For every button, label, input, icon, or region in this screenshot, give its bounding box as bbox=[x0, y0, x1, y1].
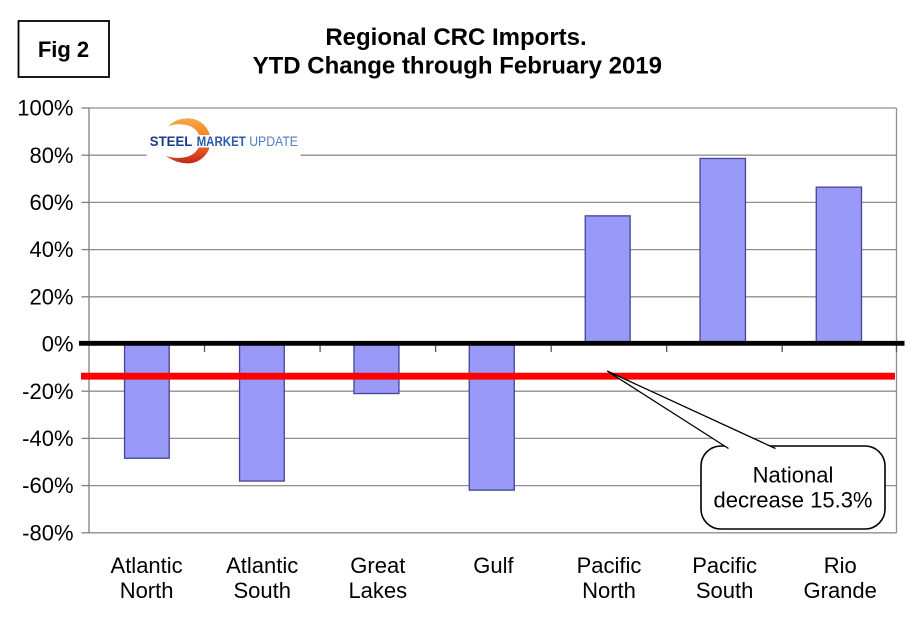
svg-text:Atlantic: Atlantic bbox=[111, 553, 183, 578]
svg-text:80%: 80% bbox=[29, 143, 73, 168]
svg-text:20%: 20% bbox=[29, 284, 73, 309]
svg-text:40%: 40% bbox=[29, 237, 73, 262]
svg-text:Atlantic: Atlantic bbox=[226, 553, 298, 578]
svg-text:YTD Change through February 20: YTD Change through February 2019 bbox=[253, 52, 662, 79]
svg-text:Grande: Grande bbox=[804, 578, 877, 603]
svg-text:Pacific: Pacific bbox=[692, 553, 757, 578]
svg-text:-60%: -60% bbox=[22, 473, 73, 498]
svg-text:South: South bbox=[233, 578, 291, 603]
svg-text:South: South bbox=[696, 578, 754, 603]
svg-text:MARKET: MARKET bbox=[197, 134, 247, 149]
svg-text:North: North bbox=[582, 578, 636, 603]
svg-text:Pacific: Pacific bbox=[577, 553, 642, 578]
svg-text:60%: 60% bbox=[29, 190, 73, 215]
svg-text:National: National bbox=[753, 463, 834, 488]
svg-text:-80%: -80% bbox=[22, 520, 73, 545]
svg-text:Gulf: Gulf bbox=[473, 553, 514, 578]
svg-text:0%: 0% bbox=[42, 332, 74, 357]
svg-text:100%: 100% bbox=[17, 96, 73, 121]
svg-text:decrease 15.3%: decrease 15.3% bbox=[714, 488, 873, 513]
svg-text:-40%: -40% bbox=[22, 426, 73, 451]
svg-text:Rio: Rio bbox=[824, 553, 857, 578]
svg-text:UPDATE: UPDATE bbox=[249, 134, 298, 149]
svg-text:Fig 2: Fig 2 bbox=[38, 37, 89, 62]
svg-text:North: North bbox=[120, 578, 174, 603]
svg-text:Regional CRC Imports.: Regional CRC Imports. bbox=[325, 24, 586, 51]
svg-text:STEEL: STEEL bbox=[150, 134, 193, 149]
svg-text:Great: Great bbox=[350, 553, 405, 578]
svg-text:Lakes: Lakes bbox=[348, 578, 407, 603]
svg-text:-20%: -20% bbox=[22, 379, 73, 404]
